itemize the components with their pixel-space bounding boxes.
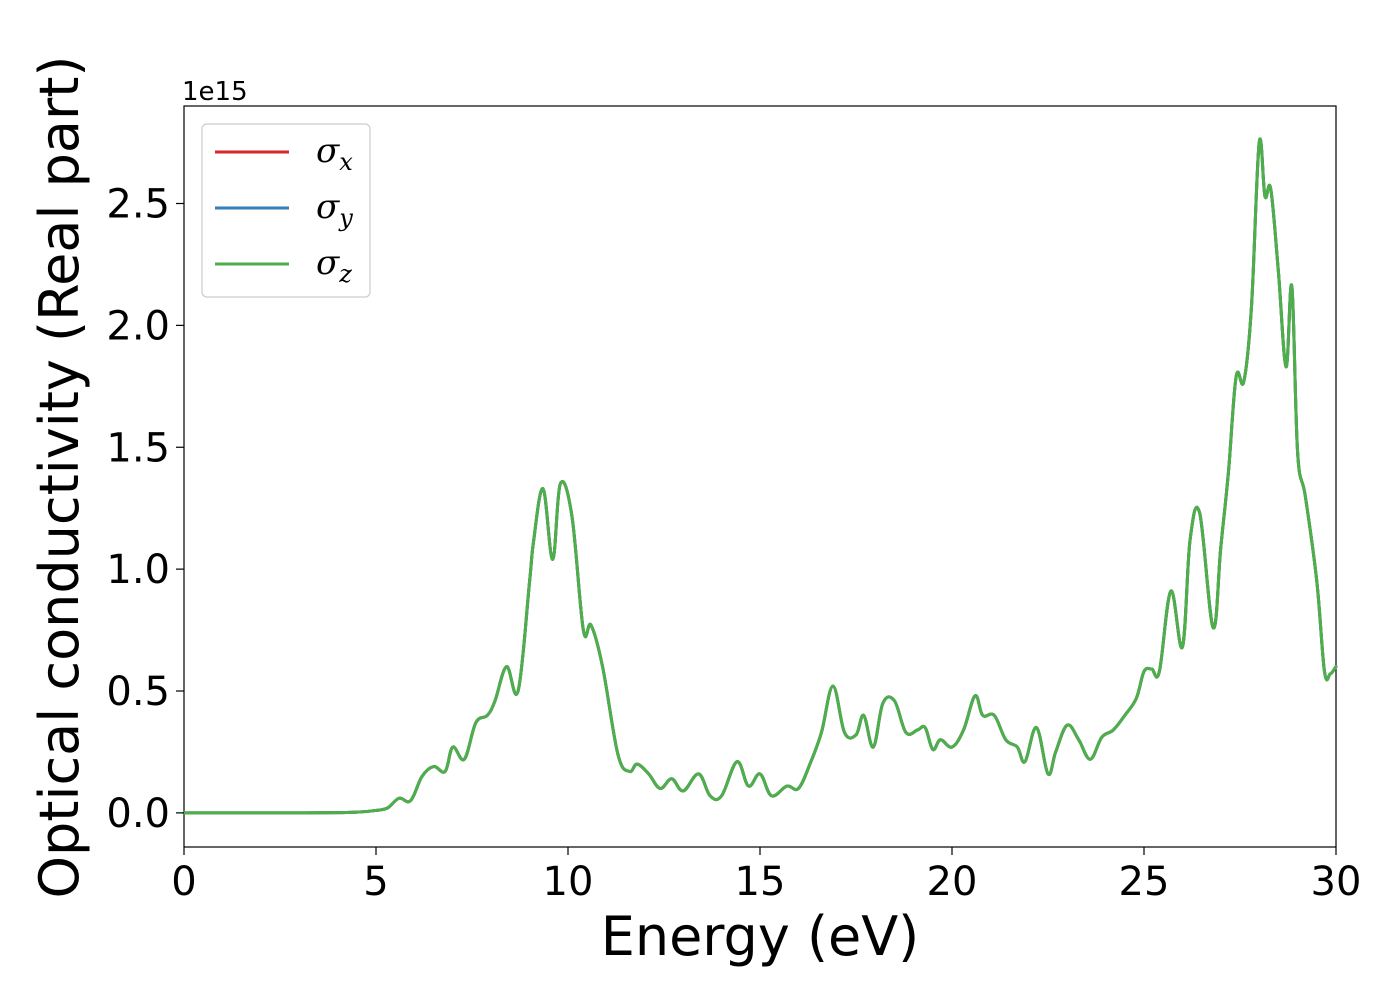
x-tick-label: 20 [927, 859, 978, 905]
x-tick-label: 25 [1119, 859, 1170, 905]
y-tick-label: 1.5 [106, 425, 170, 471]
y-tick-label: 0.5 [106, 669, 170, 715]
series-line-sigma-z [182, 137, 1338, 815]
y-axis-ticks: 0.0 0.5 1.0 1.5 2.0 2.5 [106, 182, 184, 837]
plot-frame [183, 105, 1337, 848]
legend-box [201, 123, 371, 298]
x-tick-label: 15 [735, 859, 786, 905]
y-tick-label: 2.0 [106, 303, 170, 349]
x-axis-title: Energy (eV) [601, 905, 920, 968]
x-tick-label: 30 [1311, 859, 1362, 905]
y-axis-title: Optical conductivity (Real part) [28, 56, 91, 899]
x-tick-label: 0 [171, 859, 196, 905]
y-tick-label: 2.5 [106, 182, 170, 228]
x-axis-ticks: 0 5 10 15 20 25 30 [171, 847, 1361, 905]
y-tick-label: 1.0 [106, 547, 170, 593]
y-offset-text: 1e15 [182, 77, 248, 107]
x-tick-label: 5 [363, 859, 388, 905]
x-tick-label: 10 [543, 859, 594, 905]
series-layer [182, 137, 1338, 815]
y-tick-label: 0.0 [106, 791, 170, 837]
